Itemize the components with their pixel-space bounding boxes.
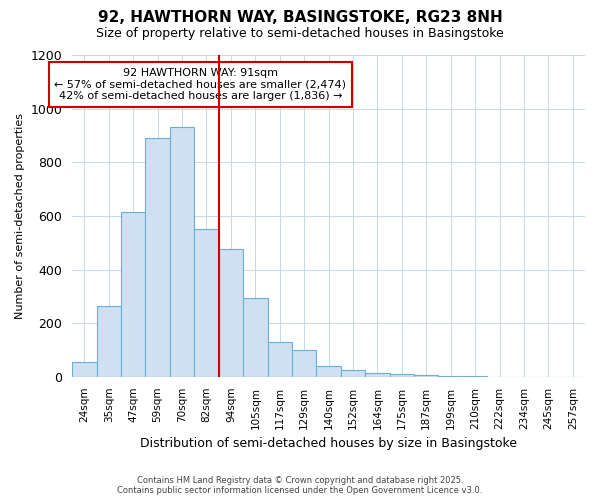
- Bar: [97, 306, 121, 377]
- Text: Contains HM Land Registry data © Crown copyright and database right 2025.
Contai: Contains HM Land Registry data © Crown c…: [118, 476, 482, 495]
- Bar: [463, 376, 487, 377]
- Bar: [243, 298, 268, 377]
- Bar: [170, 128, 194, 377]
- Bar: [145, 138, 170, 377]
- Bar: [121, 212, 145, 377]
- Y-axis label: Number of semi-detached properties: Number of semi-detached properties: [15, 113, 25, 319]
- X-axis label: Distribution of semi-detached houses by size in Basingstoke: Distribution of semi-detached houses by …: [140, 437, 517, 450]
- Bar: [389, 374, 414, 377]
- Bar: [365, 373, 389, 377]
- Bar: [316, 366, 341, 377]
- Text: 92, HAWTHORN WAY, BASINGSTOKE, RG23 8NH: 92, HAWTHORN WAY, BASINGSTOKE, RG23 8NH: [98, 10, 502, 25]
- Bar: [439, 376, 463, 377]
- Bar: [218, 250, 243, 377]
- Text: 92 HAWTHORN WAY: 91sqm
← 57% of semi-detached houses are smaller (2,474)
42% of : 92 HAWTHORN WAY: 91sqm ← 57% of semi-det…: [55, 68, 346, 101]
- Bar: [341, 370, 365, 377]
- Bar: [414, 376, 439, 377]
- Bar: [268, 342, 292, 377]
- Text: Size of property relative to semi-detached houses in Basingstoke: Size of property relative to semi-detach…: [96, 28, 504, 40]
- Bar: [72, 362, 97, 377]
- Bar: [194, 230, 218, 377]
- Bar: [292, 350, 316, 377]
